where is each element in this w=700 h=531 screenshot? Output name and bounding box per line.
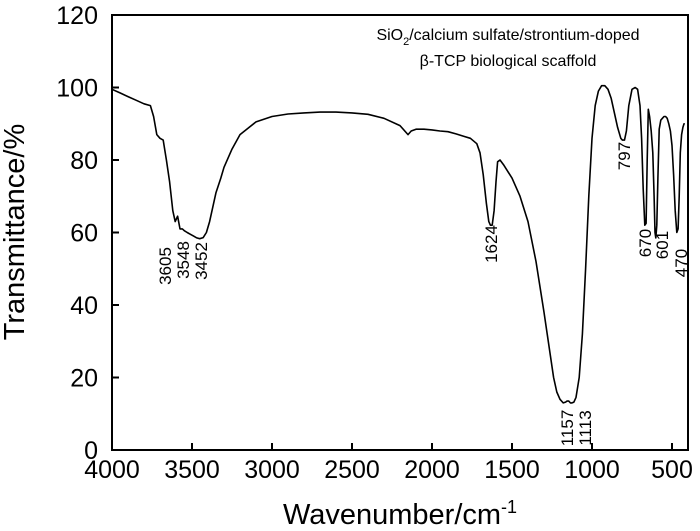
- peak-label-3605: 3605: [156, 247, 175, 285]
- x-tick-label-500: 500: [651, 456, 693, 484]
- x-tick-label-3000: 3000: [244, 456, 300, 484]
- y-tick-label-80: 80: [70, 147, 98, 175]
- peak-label-3452: 3452: [192, 242, 211, 280]
- y-tick-label-0: 0: [84, 437, 98, 465]
- peak-label-797: 797: [615, 142, 634, 170]
- axis-ticks: 4000 3500 3000 2500 2000 1500 1000 500 0 20 40 60 80…: [56, 2, 693, 484]
- series-line-0: [111, 84, 685, 404]
- x-tick-label-2500: 2500: [324, 456, 380, 484]
- peak-label-601: 601: [653, 231, 672, 259]
- annotation-line-1: SiO2/calcium sulfate/strontium-doped: [376, 27, 639, 48]
- x-axis-title: Wavenumber/cm-1: [283, 497, 517, 531]
- peak-label-470: 470: [672, 249, 691, 277]
- peak-labels: 3605 3548 3452 1624 1157 1113 797 670 60…: [156, 142, 691, 446]
- y-axis-title: Transmittance/%: [0, 124, 31, 341]
- annotation-line-2: β-TCP biological scaffold: [420, 53, 597, 70]
- x-tick-label-1000: 1000: [564, 456, 620, 484]
- peak-label-670: 670: [636, 229, 655, 257]
- y-tick-label-60: 60: [70, 220, 98, 248]
- peak-label-3548: 3548: [174, 241, 193, 279]
- x-tick-label-2000: 2000: [404, 456, 460, 484]
- y-tick-label-120: 120: [56, 2, 98, 30]
- peak-label-1157: 1157: [558, 410, 577, 447]
- x-tick-label-3500: 3500: [164, 456, 220, 484]
- y-tick-label-100: 100: [56, 75, 98, 103]
- plot-frame: [111, 14, 689, 451]
- x-tick-label-4000: 4000: [84, 456, 140, 484]
- x-tick-label-1500: 1500: [484, 456, 540, 484]
- peak-label-1624: 1624: [482, 225, 501, 263]
- plot-area: [111, 84, 685, 404]
- y-tick-label-20: 20: [70, 365, 98, 393]
- y-tick-label-40: 40: [70, 292, 98, 320]
- peak-label-1113: 1113: [576, 410, 595, 445]
